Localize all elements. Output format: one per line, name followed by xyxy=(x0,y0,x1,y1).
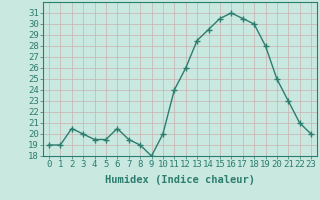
X-axis label: Humidex (Indice chaleur): Humidex (Indice chaleur) xyxy=(105,175,255,185)
